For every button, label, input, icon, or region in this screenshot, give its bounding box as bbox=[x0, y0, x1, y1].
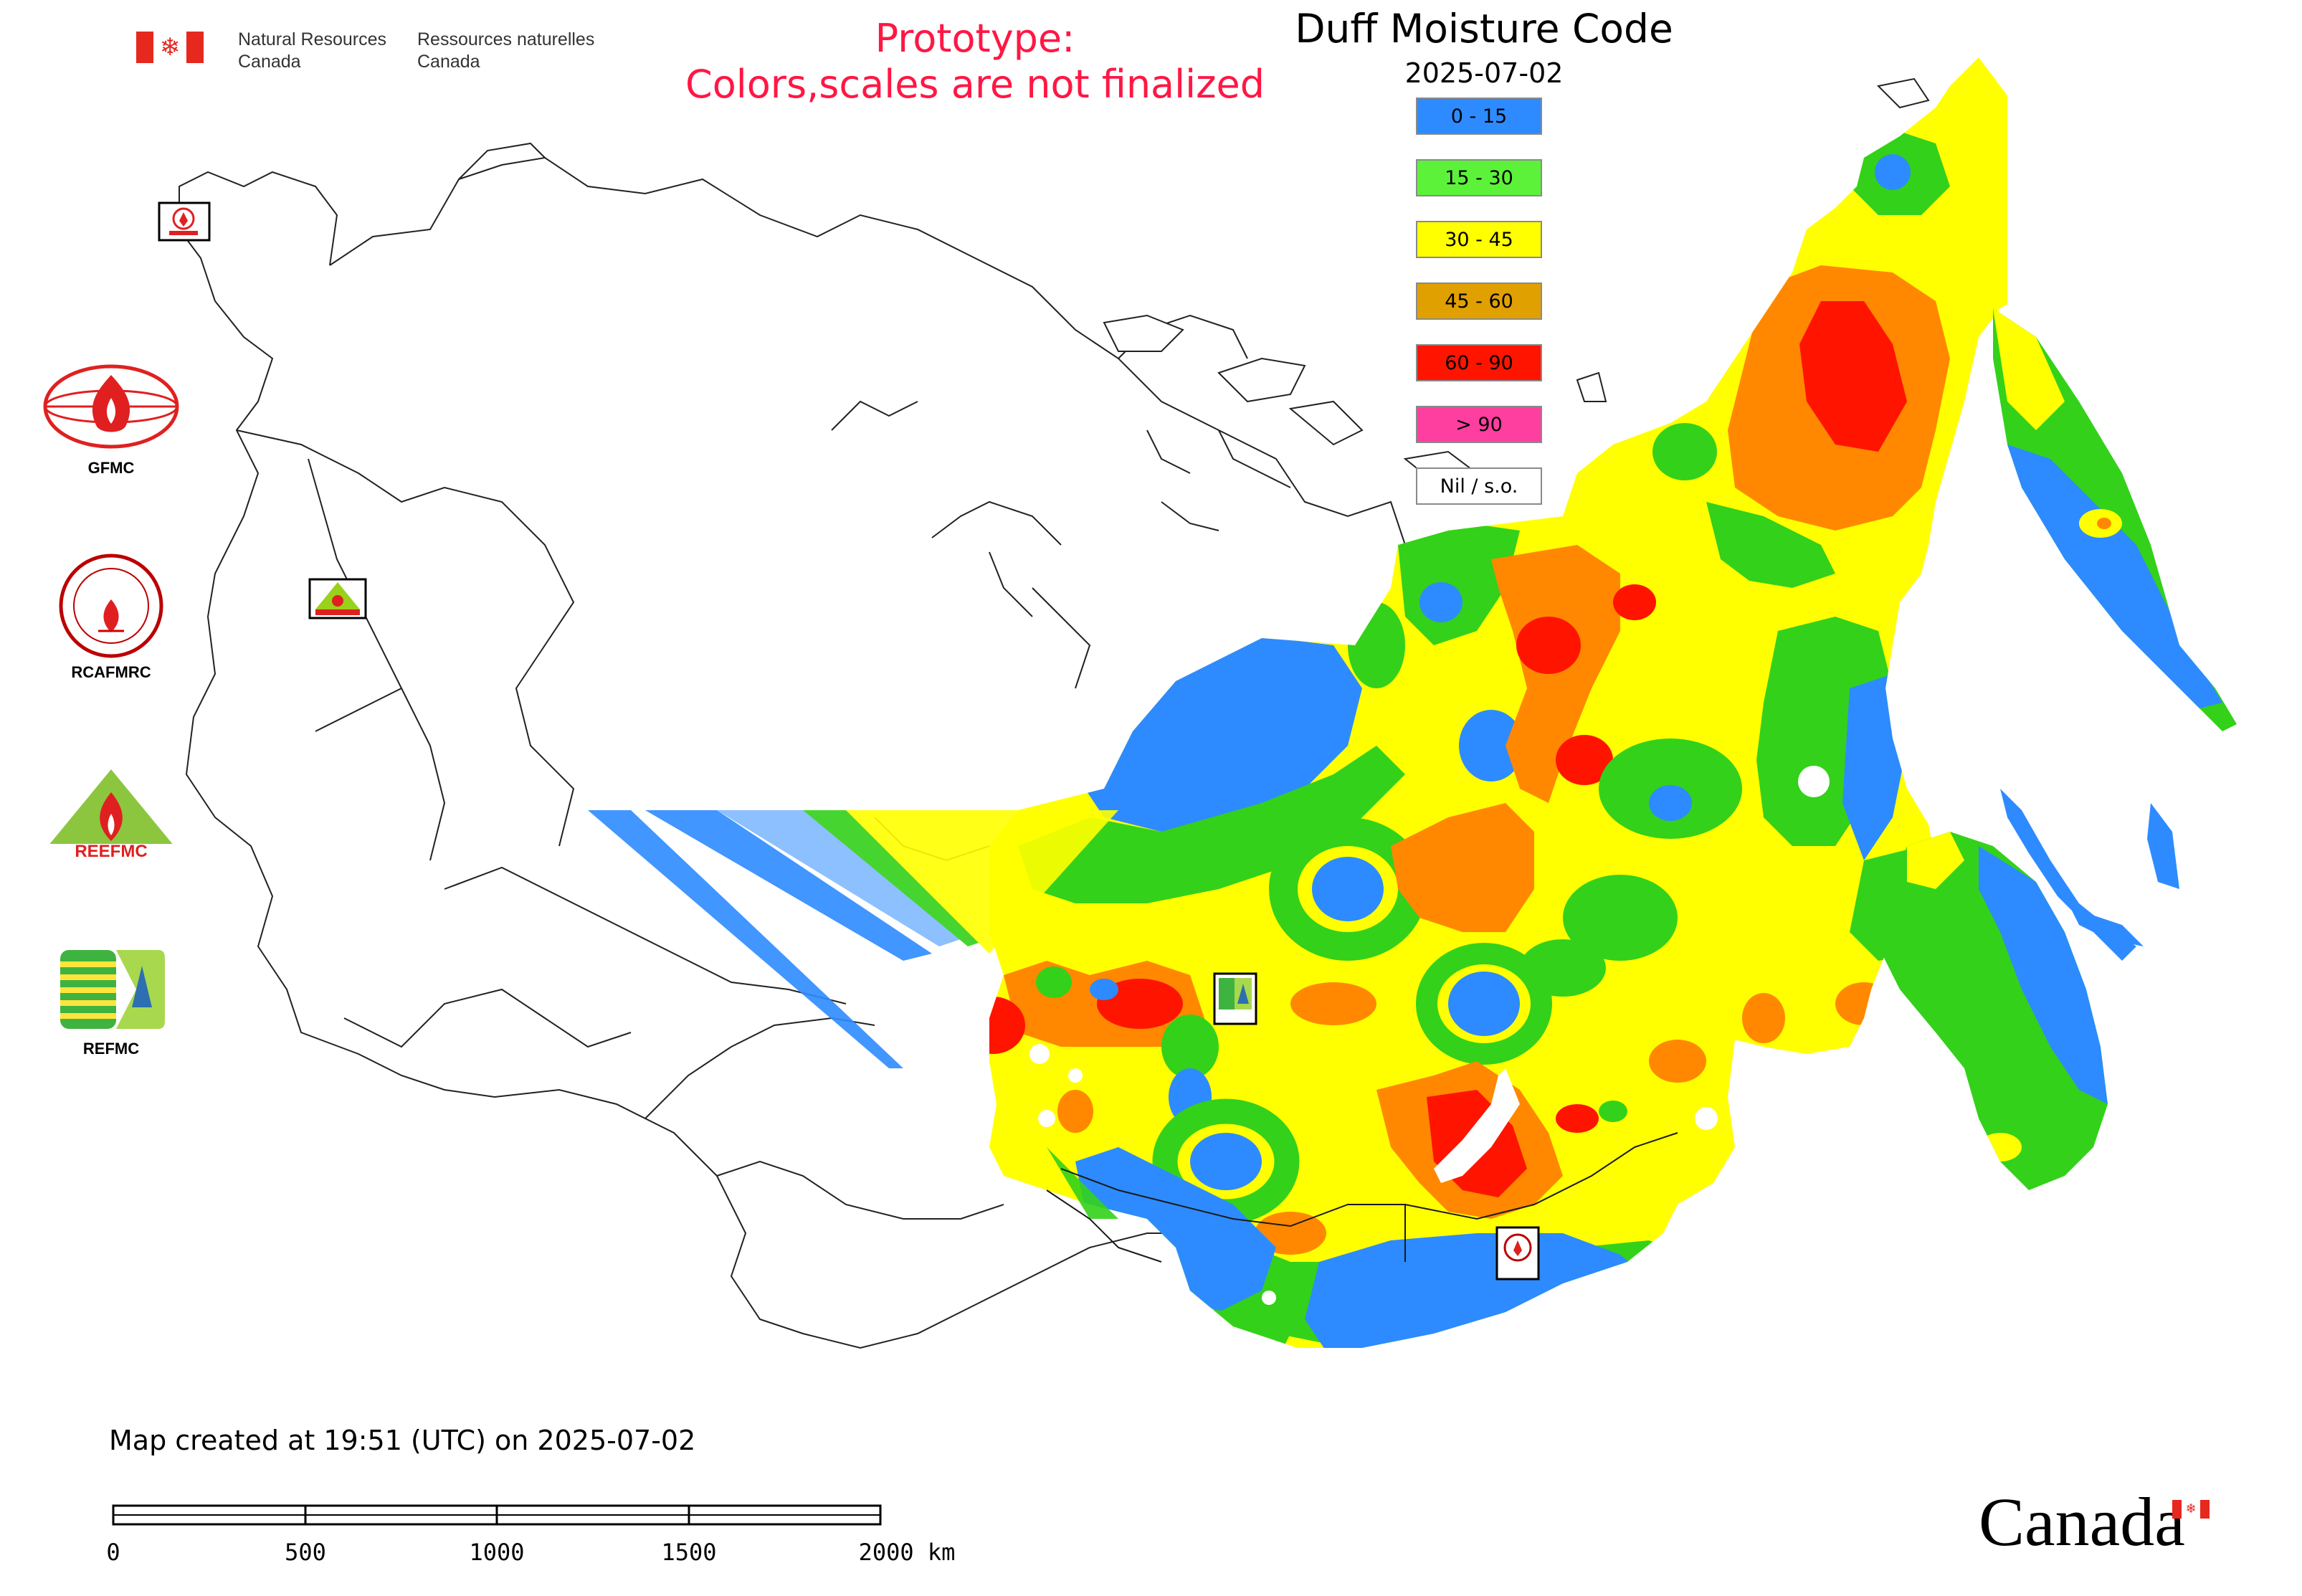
legend-label: 0 - 15 bbox=[1450, 105, 1508, 128]
reefmc-logo[interactable]: REEFMC bbox=[29, 764, 194, 874]
rcafmrc-emblem-icon bbox=[59, 554, 163, 658]
east-islands bbox=[2000, 789, 2179, 961]
projection-smear bbox=[588, 810, 1118, 1219]
rcafmrc-logo[interactable]: RCAFMRC bbox=[29, 552, 194, 683]
legend-label: 30 - 45 bbox=[1445, 228, 1513, 251]
legend-item-nil: Nil / s.o. bbox=[1416, 467, 1542, 505]
refmc-label: REFMC bbox=[82, 1040, 140, 1058]
nrcan-english-line-1: Natural Resources bbox=[238, 29, 387, 49]
prototype-notice: Prototype: Colors,scales are not finaliz… bbox=[638, 16, 1312, 108]
prototype-line-2: Colors,scales are not finalized bbox=[685, 62, 1265, 107]
scale-label-0: 0 bbox=[106, 1539, 120, 1566]
canada-wordmark: Canada bbox=[1979, 1483, 2185, 1560]
internal-boundaries bbox=[1046, 1132, 1678, 1263]
map-date: 2025-07-02 bbox=[1404, 57, 1564, 89]
legend-label: Nil / s.o. bbox=[1440, 475, 1518, 498]
refmc-emblem-icon bbox=[60, 950, 165, 1029]
legend-item-30-45: 30 - 45 bbox=[1416, 221, 1542, 258]
legend-item-over-90: > 90 bbox=[1416, 406, 1542, 443]
gfmc-label: GFMC bbox=[87, 459, 135, 477]
legend-item-45-60: 45 - 60 bbox=[1416, 282, 1542, 320]
nrcan-english-line-2: Canada bbox=[238, 52, 301, 72]
legend-label: 15 - 30 bbox=[1445, 166, 1513, 189]
legend-label: 60 - 90 bbox=[1445, 351, 1513, 374]
scale-bar-graphic bbox=[112, 1504, 882, 1526]
reefmc-wordmark: REEFMC bbox=[75, 842, 147, 861]
reefmc-emblem-icon: REEFMC bbox=[38, 769, 184, 861]
prototype-line-1: Prototype: bbox=[875, 16, 1075, 61]
scale-label-1500: 1500 bbox=[661, 1539, 717, 1566]
legend-item-60-90: 60 - 90 bbox=[1416, 344, 1542, 381]
flag-bar-left bbox=[136, 32, 153, 63]
legend-label: 45 - 60 bbox=[1445, 290, 1513, 313]
nrcan-french-line-2: Canada bbox=[417, 52, 480, 72]
scale-label-1000: 1000 bbox=[469, 1539, 525, 1566]
scale-bar: 0 500 1000 1500 2000 km bbox=[100, 1498, 1004, 1577]
map-title: Duff Moisture Code bbox=[1295, 6, 1673, 52]
nrcan-english: Natural Resources Canada bbox=[238, 29, 386, 73]
station-icon-refmc[interactable] bbox=[1213, 972, 1257, 1025]
station-icon-gfmc[interactable] bbox=[158, 201, 211, 242]
flag-bar-right bbox=[186, 32, 204, 63]
gfmc-emblem-icon bbox=[43, 364, 179, 449]
kamchatka-field bbox=[1993, 308, 2237, 731]
created-timestamp: Map created at 19:51 (UTC) on 2025-07-02 bbox=[109, 1425, 696, 1456]
scale-label-500: 500 bbox=[285, 1539, 326, 1566]
legend-item-0-15: 0 - 15 bbox=[1416, 98, 1542, 135]
nrcan-french-line-1: Ressources naturelles bbox=[417, 29, 595, 49]
station-icon-reefmc[interactable] bbox=[308, 578, 367, 619]
legend-label: > 90 bbox=[1455, 413, 1503, 436]
maple-leaf-icon: ❄ bbox=[159, 33, 181, 62]
canada-flag-icon: ❄ bbox=[2172, 1500, 2210, 1519]
refmc-logo[interactable]: REFMC bbox=[29, 943, 194, 1059]
rcafmrc-label: RCAFMRC bbox=[71, 663, 151, 681]
nrcan-french: Ressources naturelles Canada bbox=[417, 29, 594, 73]
scale-label-2000: 2000 km bbox=[858, 1539, 956, 1566]
station-icon-rcafmrc[interactable] bbox=[1495, 1226, 1540, 1281]
gfmc-logo[interactable]: GFMC bbox=[29, 362, 194, 478]
sakhalin-field bbox=[1878, 832, 2108, 1190]
legend-item-15-30: 15 - 30 bbox=[1416, 159, 1542, 196]
